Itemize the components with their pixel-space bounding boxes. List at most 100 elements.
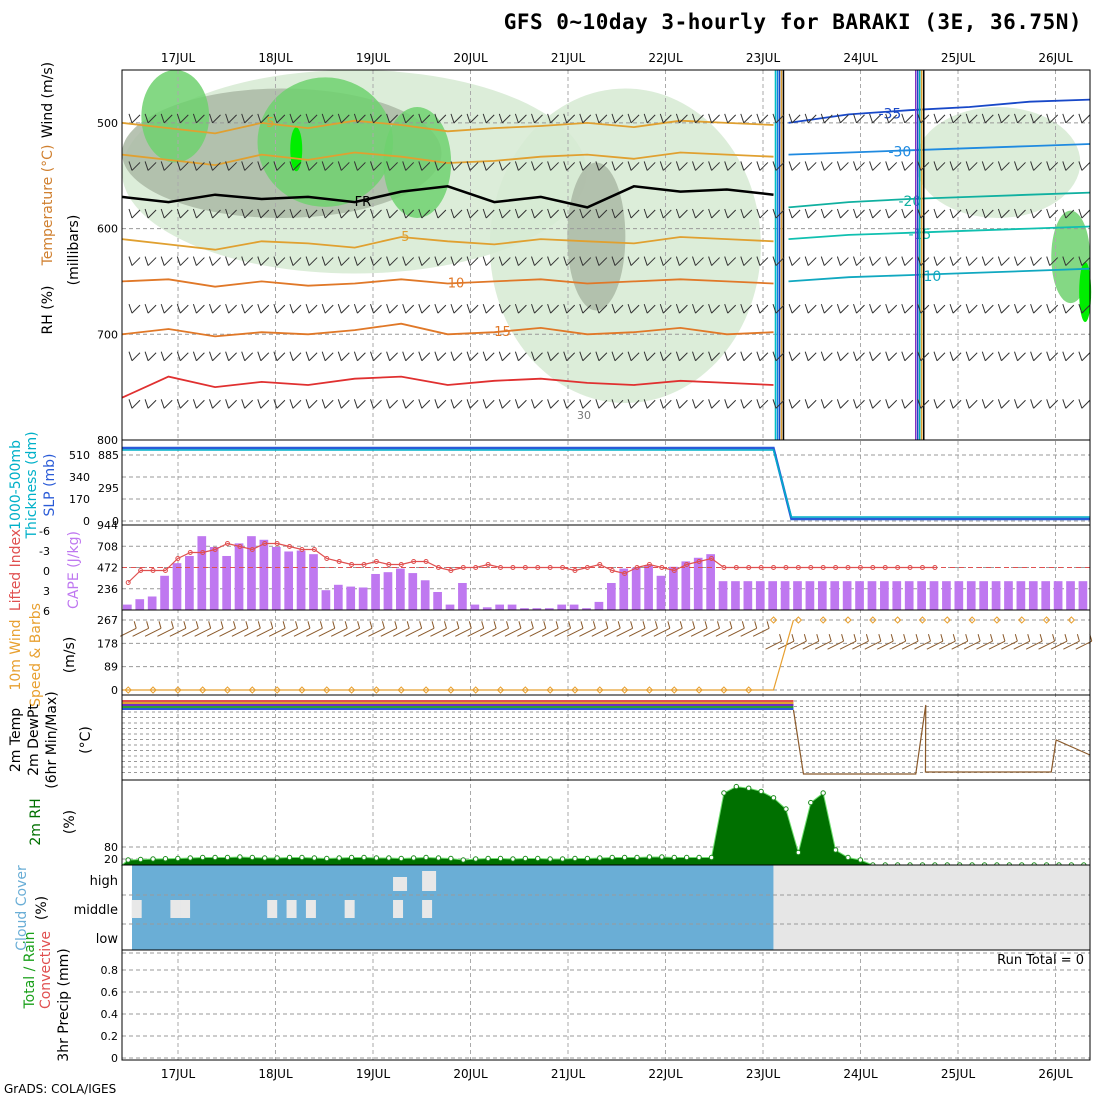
wind-barb — [531, 303, 543, 314]
wind-barb — [434, 208, 447, 219]
wind-barb — [772, 399, 785, 409]
rh2m-point — [485, 855, 491, 862]
cape-bar — [1028, 581, 1038, 610]
cape-bar — [631, 567, 641, 610]
wind-barb — [933, 351, 946, 362]
wind-barb-10m — [765, 634, 783, 650]
wind-barb — [804, 351, 817, 362]
wind-barb — [675, 161, 688, 171]
wind-barb — [611, 161, 624, 171]
lifted-point — [473, 565, 479, 570]
cape-bar — [470, 604, 480, 610]
wind-barb — [692, 208, 704, 219]
thickness-tick: 0 — [83, 515, 90, 528]
li-tick: -3 — [39, 545, 50, 558]
wind-barb — [1046, 256, 1059, 266]
wind-barb — [788, 351, 801, 362]
wind-barb — [659, 256, 672, 266]
wind-barb — [1030, 303, 1042, 314]
wind-barb — [885, 256, 898, 266]
wind-barb — [466, 351, 479, 362]
wind-barb — [627, 399, 640, 409]
wind-barb — [804, 303, 817, 314]
cape-bar — [594, 601, 604, 610]
wind-barb — [997, 399, 1010, 409]
cape-bar — [892, 581, 902, 610]
cape-bar — [607, 582, 616, 610]
wind-barb — [386, 303, 398, 314]
wind-barb — [273, 161, 286, 171]
wind-barb-10m — [479, 621, 497, 637]
rh2m-point — [125, 857, 131, 863]
wind-barb — [160, 351, 173, 362]
precip-tick: 0.4 — [101, 1008, 119, 1021]
day-label-bottom: 19JUL — [356, 1067, 391, 1081]
wind-barb — [160, 303, 173, 314]
wind-barb-10m — [430, 621, 447, 637]
wind-barb-10m — [455, 621, 472, 637]
wind-barb — [965, 303, 978, 314]
wind-barb — [788, 161, 801, 171]
wind-speed-marker — [893, 616, 902, 624]
wind-barb — [176, 161, 189, 171]
wind-barb — [225, 161, 237, 171]
cape-bar — [582, 608, 591, 610]
lifted-point — [919, 565, 925, 570]
wind-tick: 267 — [97, 614, 118, 627]
wind-barb-10m — [231, 621, 249, 637]
wind-barb — [547, 113, 559, 124]
wind-barb — [386, 161, 398, 171]
wind-barb — [901, 256, 914, 266]
wind-barb — [337, 113, 350, 124]
contour-label--5: -5 — [262, 116, 275, 131]
wind-barb — [466, 399, 479, 409]
day-label-bottom: 21JUL — [551, 1067, 586, 1081]
wind-barb — [241, 113, 254, 124]
wind-barb — [756, 161, 769, 171]
wind-barb-10m — [206, 621, 224, 637]
wind-barb — [434, 351, 447, 362]
cloud-bar-high — [393, 877, 408, 891]
wind-barb-10m — [1050, 634, 1068, 650]
cape-bar — [557, 604, 567, 610]
wind-barb — [740, 208, 753, 219]
rh2m-point — [758, 788, 764, 795]
rh2m-point — [820, 790, 826, 796]
wind-barb — [981, 303, 994, 314]
lifted-point — [200, 550, 206, 555]
wind-barb — [128, 208, 141, 219]
wind-barb-10m — [901, 634, 919, 650]
wind-barb — [160, 113, 173, 124]
wind-barb — [997, 256, 1010, 266]
wind-barb — [257, 161, 270, 171]
wind-tick: 89 — [104, 661, 118, 674]
wind-barb — [675, 399, 688, 409]
wind-barb — [820, 113, 833, 124]
wind-barb — [740, 256, 753, 266]
wind-barb — [901, 303, 914, 314]
wind-barb — [836, 161, 849, 171]
cloud-bar-mid — [422, 900, 433, 918]
lifted-point — [597, 562, 603, 567]
label-millibars: (millibars) — [66, 215, 82, 286]
wind-barb-10m — [293, 621, 311, 637]
slp-line — [122, 446, 1090, 521]
wind-barb — [192, 113, 205, 124]
cape-bar — [507, 604, 517, 610]
wind-tick: 0 — [111, 684, 118, 697]
cape-bar — [259, 539, 269, 610]
wind-barb — [869, 161, 881, 171]
wind-barbs-upper — [128, 113, 1091, 409]
day-label-top: 22JUL — [648, 51, 683, 65]
wind-barb — [965, 351, 978, 362]
wind-barb — [595, 256, 608, 266]
wind-barb — [627, 113, 640, 124]
wind-speed-marker — [1067, 616, 1076, 624]
day-label-bottom: 22JUL — [648, 1067, 683, 1081]
wind-barb — [965, 399, 978, 409]
wind-barb-10m — [790, 634, 807, 650]
wind-barb — [836, 256, 849, 266]
wind-barb — [772, 303, 785, 314]
wind-barb — [804, 208, 817, 219]
wind-barb — [547, 256, 559, 266]
